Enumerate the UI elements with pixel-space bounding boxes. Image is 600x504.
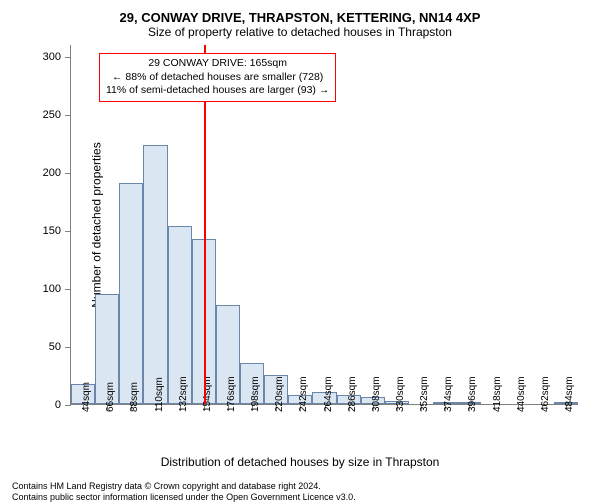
chart-title: 29, CONWAY DRIVE, THRAPSTON, KETTERING, … <box>12 10 588 25</box>
xtick-label: 352sqm <box>419 376 430 412</box>
xtick-label: 484sqm <box>564 376 575 412</box>
footer: Contains HM Land Registry data © Crown c… <box>12 481 588 504</box>
ytick <box>65 57 71 58</box>
xtick-label: 308sqm <box>371 376 382 412</box>
xtick-label: 462sqm <box>540 376 551 412</box>
info-line-2: ← 88% of detached houses are smaller (72… <box>106 71 329 85</box>
xtick-label: 66sqm <box>105 382 116 412</box>
ytick-label: 250 <box>43 109 61 121</box>
ytick <box>65 347 71 348</box>
xtick-label: 330sqm <box>395 376 406 412</box>
xtick-label: 242sqm <box>298 376 309 412</box>
ytick-label: 150 <box>43 225 61 237</box>
footer-line-1: Contains HM Land Registry data © Crown c… <box>12 481 588 492</box>
x-axis-label: Distribution of detached houses by size … <box>12 455 588 469</box>
xtick-label: 374sqm <box>443 376 454 412</box>
plot-inner: 050100150200250300 44sqm66sqm88sqm110sqm… <box>70 45 578 405</box>
ytick <box>65 231 71 232</box>
ytick-label: 50 <box>49 341 61 353</box>
xtick-label: 220sqm <box>274 376 285 412</box>
chart-subtitle: Size of property relative to detached ho… <box>12 25 588 39</box>
xtick-label: 418sqm <box>492 376 503 412</box>
xtick-label: 176sqm <box>226 376 237 412</box>
histogram-bar <box>143 145 167 404</box>
histogram-bar <box>119 183 143 404</box>
xtick-label: 286sqm <box>347 376 358 412</box>
xtick-label: 440sqm <box>516 376 527 412</box>
ytick <box>65 173 71 174</box>
xtick-label: 396sqm <box>467 376 478 412</box>
chart-container: 29, CONWAY DRIVE, THRAPSTON, KETTERING, … <box>0 0 600 500</box>
ytick-label: 100 <box>43 283 61 295</box>
xtick-label: 198sqm <box>250 376 261 412</box>
ytick-label: 200 <box>43 167 61 179</box>
info-box: 29 CONWAY DRIVE: 165sqm ← 88% of detache… <box>99 53 336 102</box>
xtick-label: 110sqm <box>154 377 165 412</box>
ytick <box>65 289 71 290</box>
plot-area: Number of detached properties 0501001502… <box>70 45 578 405</box>
ytick-label: 300 <box>43 51 61 63</box>
ytick-label: 0 <box>55 399 61 411</box>
footer-line-2: Contains public sector information licen… <box>12 492 588 503</box>
info-line-3: 11% of semi-detached houses are larger (… <box>106 84 329 98</box>
xtick-label: 132sqm <box>178 376 189 412</box>
xtick-label: 44sqm <box>81 382 92 412</box>
xtick-label: 264sqm <box>323 376 334 412</box>
xtick-label: 88sqm <box>129 382 140 412</box>
ytick <box>65 115 71 116</box>
info-line-1: 29 CONWAY DRIVE: 165sqm <box>106 57 329 71</box>
ytick <box>65 405 71 406</box>
